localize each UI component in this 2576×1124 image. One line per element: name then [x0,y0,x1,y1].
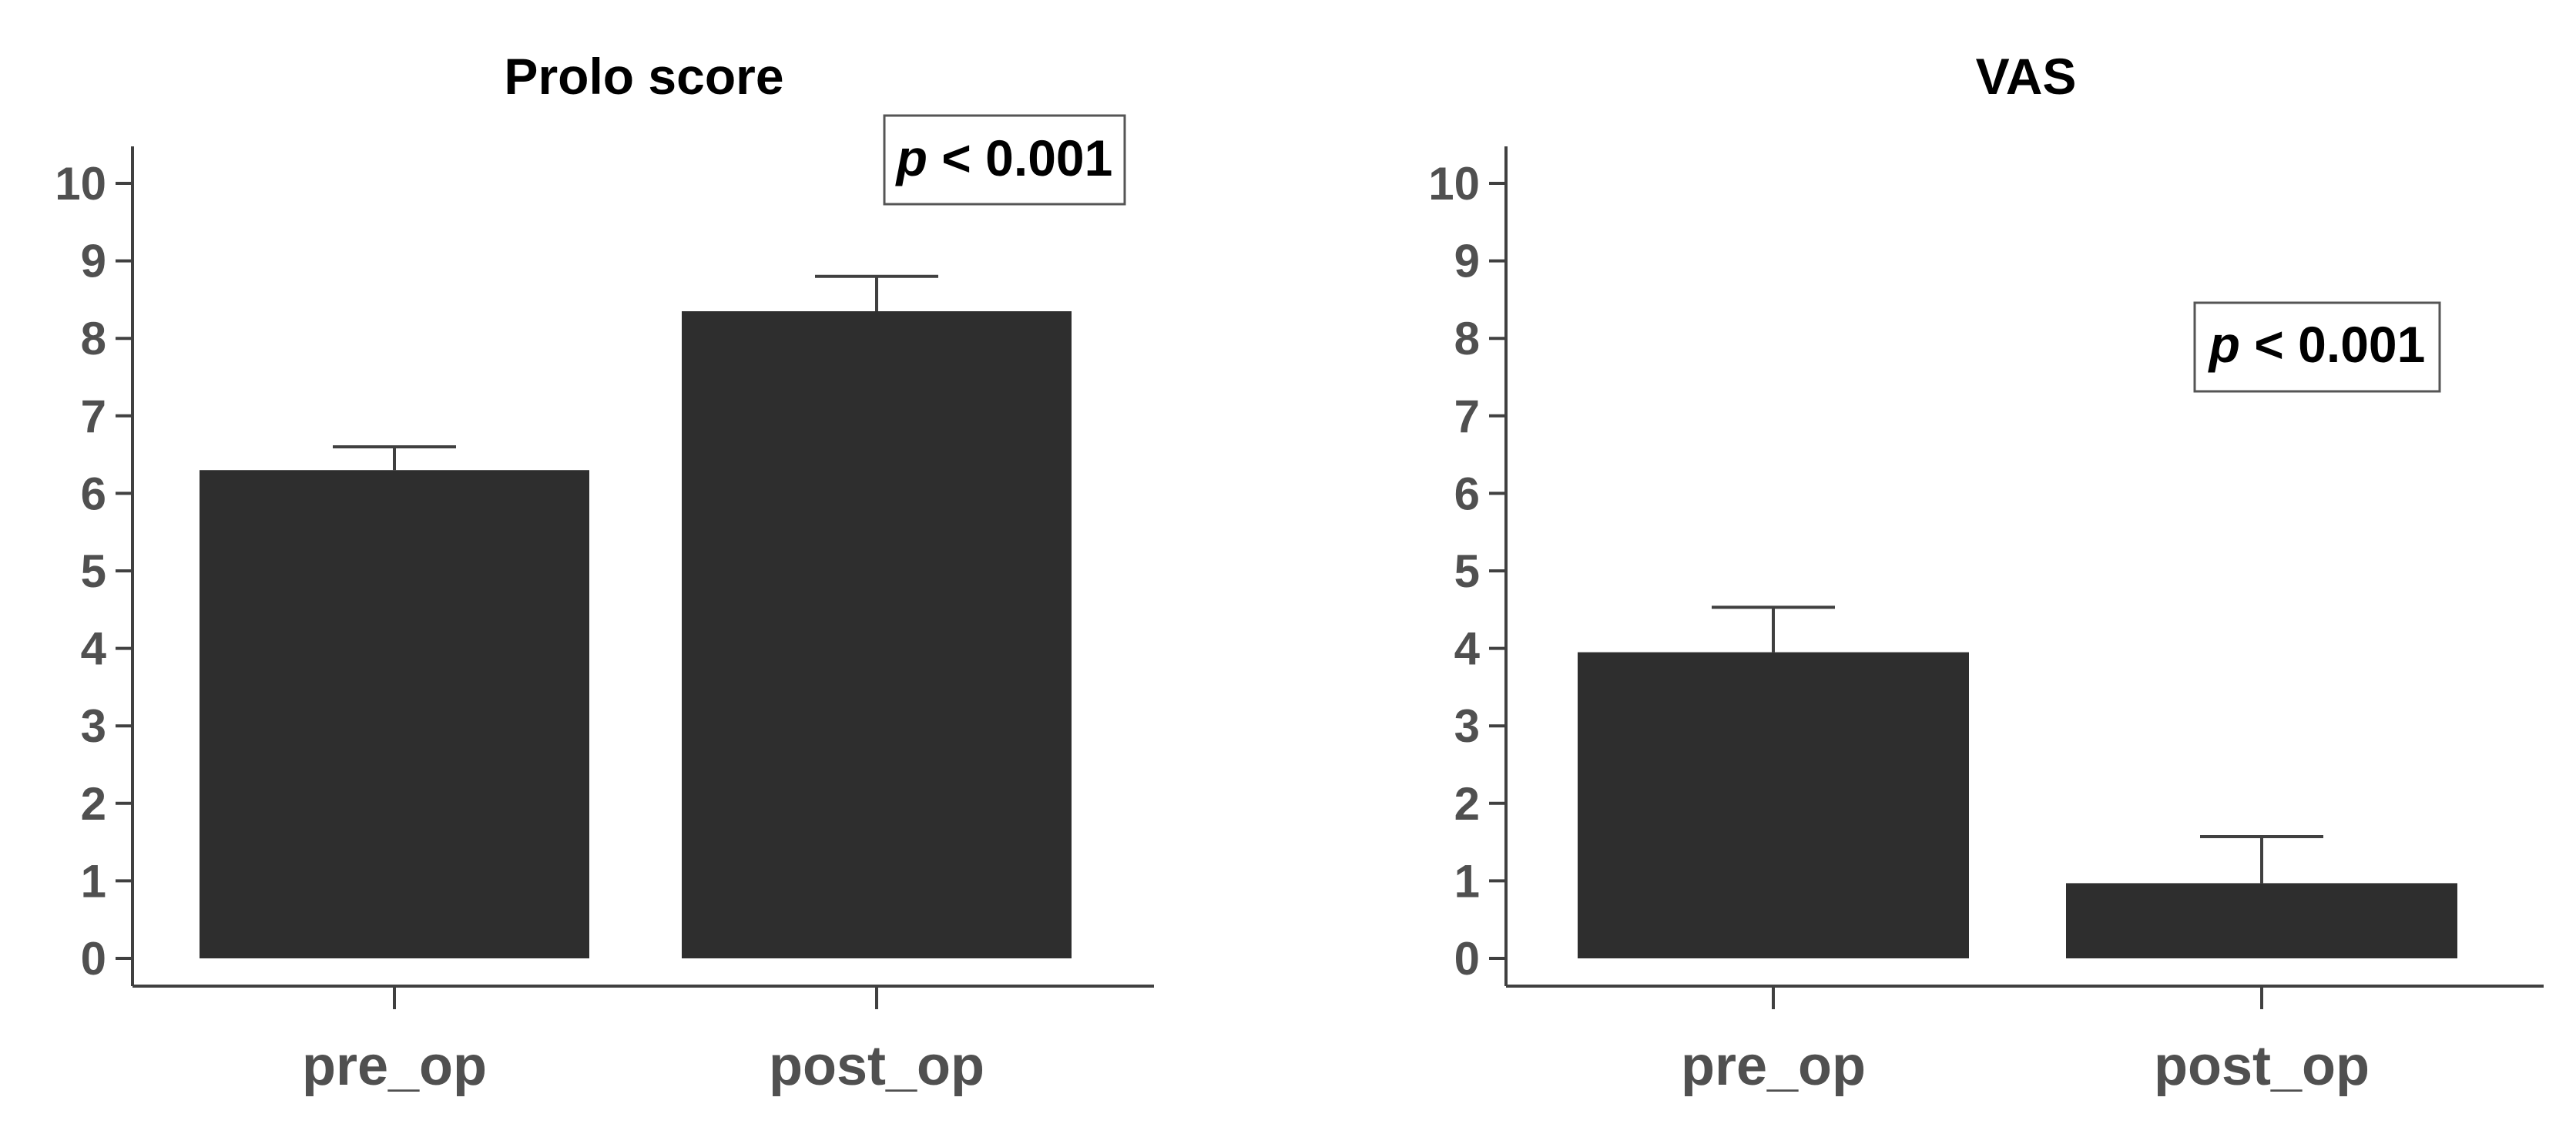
p-value-rest: < 0.001 [927,129,1112,186]
x-tick-label-post-op: post_op [769,1035,984,1097]
bars [200,310,1072,958]
y-tick-label: 3 [1454,700,1480,752]
p-value-text: p < 0.001 [2208,316,2426,373]
y-tick-label: 0 [81,933,106,985]
p-value-symbol: p [2208,316,2240,373]
y-tick-label: 5 [1454,545,1480,597]
y-tick-label: 9 [1454,236,1480,287]
y-tick-label: 1 [1454,855,1480,907]
p-value-box: p < 0.001 [2193,301,2441,393]
y-tick-label: 10 [1428,158,1480,210]
p-value-box: p < 0.001 [883,114,1126,206]
error-bars [1712,606,2323,884]
bar-pre-op [1578,652,1969,958]
error-bars [333,274,938,471]
bars [1578,652,2457,958]
chart-panel-prolo: Prolo score 0 1 2 3 4 5 6 7 8 9 10 pre_op post_op p… [55,48,1154,1097]
y-tick-label: 8 [1454,313,1480,364]
y-tick-label: 7 [1454,391,1480,442]
y-tick-label: 8 [81,313,106,364]
y-tick-label: 2 [1454,778,1480,830]
y-tick-label: 7 [81,391,106,442]
chart-panel-vas: VAS 0 1 2 3 4 5 6 7 8 9 10 pre_op post_op p < 0.001 [1428,48,2544,1097]
bar-post-op [682,310,1072,958]
y-tick-label: 4 [1454,623,1481,675]
chart-title: VAS [1976,48,2077,105]
x-ticks: pre_op post_op [302,986,984,1097]
y-tick-label: 2 [81,778,106,830]
x-axis: pre_op post_op [1506,985,2544,1097]
x-tick-label-pre-op: pre_op [1681,1035,1866,1097]
p-value-text: p < 0.001 [895,129,1113,186]
y-tick-label: 6 [81,468,106,519]
y-ticks: 0 1 2 3 4 5 6 7 8 9 10 [1428,158,1506,985]
p-value-frame [883,114,1126,206]
x-ticks: pre_op post_op [1681,986,2370,1097]
bar-post-op [2066,883,2457,958]
y-tick-label: 10 [55,158,106,210]
y-tick-label: 1 [81,855,106,907]
y-tick-label: 0 [1454,933,1480,985]
x-tick-label-pre-op: pre_op [302,1035,487,1097]
y-axis: 0 1 2 3 4 5 6 7 8 9 10 [55,146,134,986]
bar-pre-op [200,470,589,958]
x-axis: pre_op post_op [132,985,1154,1097]
y-axis: 0 1 2 3 4 5 6 7 8 9 10 [1428,146,1508,986]
y-tick-label: 5 [81,545,106,597]
x-tick-label-post-op: post_op [2154,1035,2370,1097]
p-value-frame [2193,301,2441,393]
y-tick-label: 4 [81,623,107,675]
p-value-symbol: p [895,129,927,186]
y-tick-label: 3 [81,700,106,752]
chart-title: Prolo score [504,48,783,105]
y-tick-label: 9 [81,236,106,287]
y-tick-label: 6 [1454,468,1480,519]
y-ticks: 0 1 2 3 4 5 6 7 8 9 10 [55,158,132,985]
p-value-rest: < 0.001 [2240,316,2425,373]
